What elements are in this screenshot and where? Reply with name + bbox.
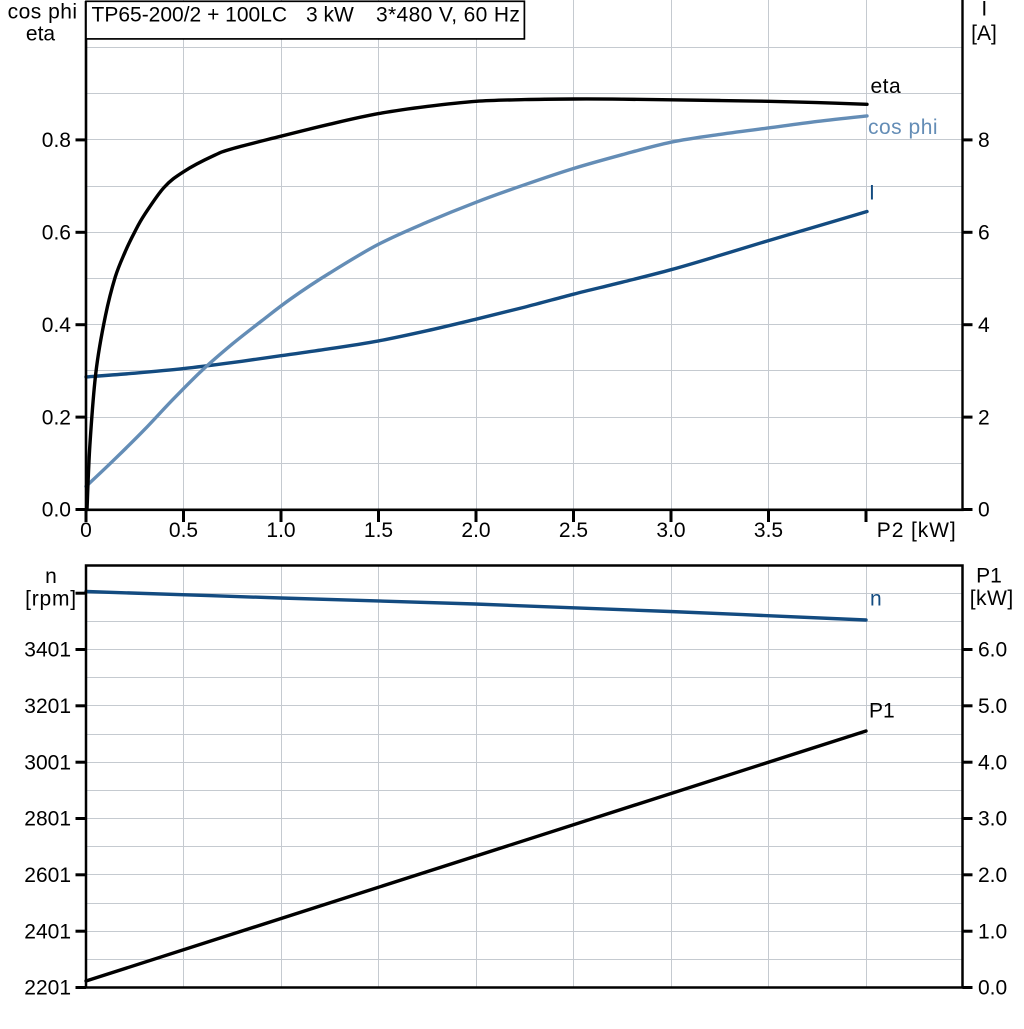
svg-text:3201: 3201	[24, 695, 71, 718]
svg-text:3001: 3001	[24, 751, 71, 774]
svg-text:P1: P1	[869, 700, 895, 723]
svg-text:[rpm]: [rpm]	[25, 587, 77, 610]
svg-text:cos phi: cos phi	[868, 116, 938, 139]
svg-text:n: n	[45, 565, 57, 588]
svg-text:n: n	[870, 588, 882, 611]
svg-text:2401: 2401	[24, 920, 71, 943]
svg-text:3.0: 3.0	[656, 519, 685, 542]
svg-text:1.5: 1.5	[364, 519, 393, 542]
svg-text:2: 2	[978, 406, 990, 429]
svg-text:[A]: [A]	[971, 22, 997, 45]
svg-text:TP65-200/2 + 100LC: TP65-200/2 + 100LC	[92, 4, 288, 27]
svg-text:6.0: 6.0	[978, 639, 1007, 662]
svg-text:eta: eta	[871, 75, 902, 98]
svg-text:cos phi: cos phi	[8, 1, 78, 24]
svg-text:8: 8	[978, 129, 990, 152]
svg-text:3401: 3401	[24, 639, 71, 662]
svg-text:[kW]: [kW]	[970, 587, 1014, 610]
svg-text:3 kW: 3 kW	[306, 4, 354, 27]
svg-text:0.0: 0.0	[42, 499, 71, 522]
svg-text:2201: 2201	[24, 977, 71, 1000]
svg-text:0: 0	[80, 519, 92, 542]
svg-text:I: I	[869, 182, 875, 205]
svg-text:0.8: 0.8	[42, 129, 71, 152]
svg-text:2.5: 2.5	[559, 519, 588, 542]
svg-text:P1: P1	[976, 564, 1002, 587]
svg-text:1.0: 1.0	[266, 519, 295, 542]
svg-text:4.0: 4.0	[978, 751, 1007, 774]
svg-text:0.0: 0.0	[978, 977, 1007, 1000]
svg-text:2601: 2601	[24, 864, 71, 887]
svg-text:3.0: 3.0	[978, 808, 1007, 831]
svg-text:2.0: 2.0	[978, 864, 1007, 887]
svg-text:5.0: 5.0	[978, 695, 1007, 718]
svg-text:1.0: 1.0	[978, 920, 1007, 943]
svg-text:0: 0	[978, 499, 990, 522]
svg-text:0.2: 0.2	[42, 406, 71, 429]
svg-text:P2 [kW]: P2 [kW]	[877, 519, 957, 542]
svg-text:0.6: 0.6	[42, 222, 71, 245]
svg-text:2.0: 2.0	[461, 519, 490, 542]
svg-text:I: I	[981, 0, 987, 21]
svg-text:3.5: 3.5	[754, 519, 783, 542]
svg-text:2801: 2801	[24, 808, 71, 831]
svg-text:0.5: 0.5	[169, 519, 198, 542]
svg-text:0.4: 0.4	[42, 314, 72, 337]
svg-text:4: 4	[978, 314, 990, 337]
svg-text:eta: eta	[26, 23, 56, 46]
svg-text:3*480 V, 60 Hz: 3*480 V, 60 Hz	[376, 4, 520, 27]
svg-text:6: 6	[978, 222, 990, 245]
